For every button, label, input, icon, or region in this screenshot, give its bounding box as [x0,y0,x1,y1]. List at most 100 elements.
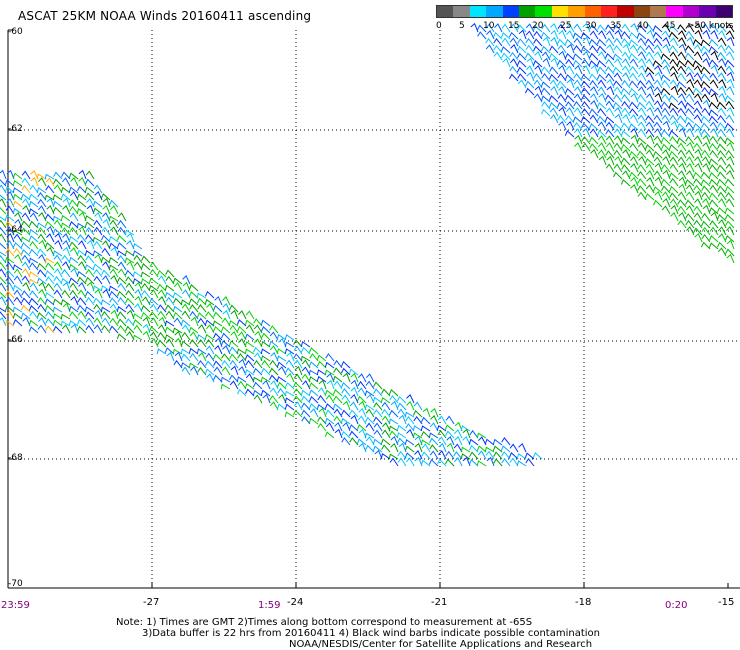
wind-barb [676,60,687,68]
wind-barb [549,45,559,54]
wind-barb [0,233,7,243]
wind-barb [101,317,111,327]
wind-barb [581,80,591,89]
wind-barb [605,163,615,173]
wind-barb [677,199,687,208]
wind-barb [238,358,247,369]
wind-barb [493,51,503,61]
wind-barb [308,389,319,397]
wind-barb [102,261,111,271]
lon-label: -24 [287,597,304,608]
wind-barb [132,278,143,285]
wind-barb [532,452,543,460]
wind-barb [516,452,527,460]
wind-barb [708,88,719,96]
wind-barb [629,171,639,180]
wind-barb [245,388,255,397]
wind-barb [342,372,351,383]
wind-barb [557,93,567,103]
wind-barb [598,155,607,166]
wind-barb [685,86,695,96]
wind-barb [182,275,191,285]
wind-barb [702,198,711,208]
wind-barb [0,194,7,201]
wind-barb [214,345,223,355]
wind-barb [109,290,119,299]
wind-barb [70,247,79,257]
wind-barb [646,29,655,40]
wind-barb [661,185,671,194]
wind-barb [196,297,207,306]
wind-barb [77,310,87,320]
wind-barb [613,72,623,82]
wind-barb [668,94,679,103]
wind-barb [596,73,607,82]
wind-barb [0,216,7,222]
wind-barb [109,297,119,306]
wind-barb [725,163,735,173]
wind-barb [237,331,247,341]
wind-barb [654,92,663,103]
wind-barb [726,141,735,152]
wind-barb [172,277,183,285]
wind-barb [101,269,111,278]
wind-barb [108,285,119,292]
wind-barb [718,92,727,103]
wind-barb [613,128,623,138]
wind-barb [269,395,279,404]
wind-barb [182,281,191,292]
wind-barb [124,269,135,278]
wind-barb [68,256,79,264]
legend-swatch [699,6,716,17]
wind-barb [725,114,735,124]
wind-barb [388,425,399,432]
wind-barb [196,292,207,299]
wind-barb [573,45,583,54]
wind-barb [37,297,47,306]
wind-barb [229,346,239,355]
legend-swatch [486,6,503,17]
wind-barb [61,269,71,278]
wind-barb [276,333,287,341]
wind-barb [564,52,575,61]
wind-barb [678,37,687,47]
wind-barb [100,234,111,243]
wind-barb [596,38,607,47]
wind-barb [678,127,687,138]
legend-swatch [568,6,585,17]
wind-barb [678,43,687,54]
wind-barb [637,45,647,54]
wind-barb [604,116,615,124]
wind-barb [45,262,55,271]
wind-barb [589,52,599,61]
wind-barb [684,179,695,187]
wind-barb [525,458,535,467]
wind-barb [92,263,103,271]
wind-barb [116,242,127,250]
wind-barb [5,269,15,278]
wind-barb [0,219,7,229]
wind-barb [5,310,15,320]
wind-barb [364,404,375,411]
wind-barb [413,401,423,411]
wind-barb [326,379,335,390]
wind-barb [37,324,47,334]
wind-barb [292,381,303,390]
wind-barb [582,36,591,47]
wind-barb [61,177,71,187]
wind-barb [470,22,479,33]
wind-barb [85,311,95,320]
wind-barb [476,432,487,439]
wind-barb [164,291,175,299]
wind-barb [0,184,7,194]
wind-barb [605,142,615,152]
wind-barb [38,289,47,299]
wind-barb [694,93,703,103]
wind-barb [30,176,39,187]
wind-barb [612,101,623,110]
wind-barb [613,44,623,54]
wind-barb [342,421,351,432]
wind-barb [101,247,111,257]
wind-barb [117,226,127,236]
wind-barb [245,360,255,369]
